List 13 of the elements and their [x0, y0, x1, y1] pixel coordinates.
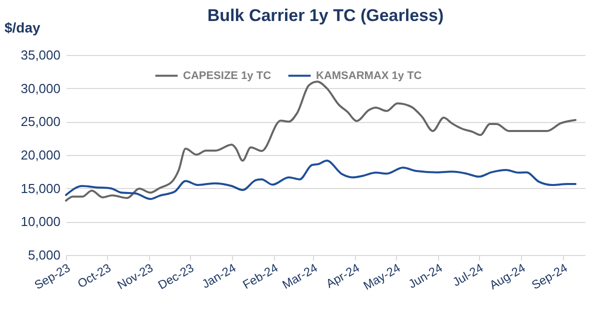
- y-tick-label: 25,000: [20, 114, 60, 130]
- y-axis-title: $/day: [4, 20, 41, 36]
- y-tick-label: 15,000: [20, 180, 60, 196]
- legend-label: KAMSARMAX 1y TC: [316, 70, 422, 82]
- y-tick-label: 5,000: [28, 248, 60, 262]
- y-tick-label: 35,000: [20, 48, 60, 62]
- line-series: [65, 160, 576, 200]
- line-series: [65, 80, 576, 202]
- y-tick-label: 20,000: [20, 148, 60, 162]
- legend-label: CAPESIZE 1y TC: [183, 70, 272, 82]
- y-tick-label: 10,000: [20, 214, 60, 230]
- chart-title: Bulk Carrier 1y TC (Gearless): [207, 6, 444, 25]
- y-tick-label: 30,000: [20, 80, 60, 96]
